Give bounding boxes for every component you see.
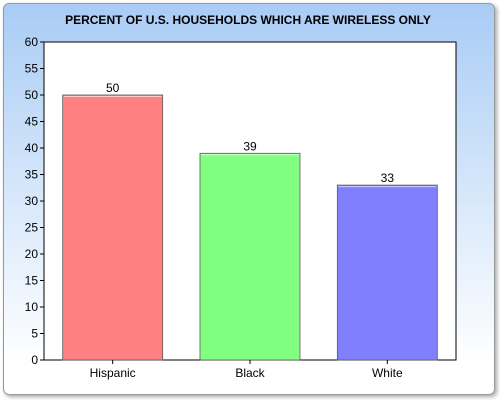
bar-black xyxy=(199,152,301,361)
y-tick-label: 30 xyxy=(25,194,39,208)
y-tick-label: 20 xyxy=(25,247,39,261)
y-tick-label: 45 xyxy=(25,115,39,129)
y-tick-label: 50 xyxy=(25,88,39,102)
bar-chart: PERCENT OF U.S. HOUSEHOLDS WHICH ARE WIR… xyxy=(25,13,457,380)
bar-value-label: 33 xyxy=(381,171,395,185)
bar-value-label: 39 xyxy=(243,139,257,153)
bars xyxy=(62,94,438,361)
y-tick-label: 55 xyxy=(25,62,39,76)
x-category-label: White xyxy=(372,366,403,380)
y-tick-label: 5 xyxy=(31,327,38,341)
y-tick-label: 15 xyxy=(25,274,39,288)
chart-frame: PERCENT OF U.S. HOUSEHOLDS WHICH ARE WIR… xyxy=(3,3,495,395)
bar-value-label: 50 xyxy=(106,81,120,95)
y-tick-label: 10 xyxy=(25,300,39,314)
bar-hispanic xyxy=(62,94,164,361)
y-tick-label: 60 xyxy=(25,35,39,49)
chart-title: PERCENT OF U.S. HOUSEHOLDS WHICH ARE WIR… xyxy=(65,13,431,27)
value-labels: 50 39 33 xyxy=(106,81,394,185)
x-axis: Hispanic Black White xyxy=(90,360,403,380)
y-axis: 0 5 10 15 20 25 30 35 40 45 50 55 60 xyxy=(25,35,44,367)
y-tick-label: 40 xyxy=(25,141,39,155)
y-tick-label: 0 xyxy=(31,353,38,367)
bar-white xyxy=(336,184,438,361)
x-category-label: Hispanic xyxy=(90,366,136,380)
x-category-label: Black xyxy=(235,366,265,380)
y-tick-label: 35 xyxy=(25,168,39,182)
y-tick-label: 25 xyxy=(25,221,39,235)
